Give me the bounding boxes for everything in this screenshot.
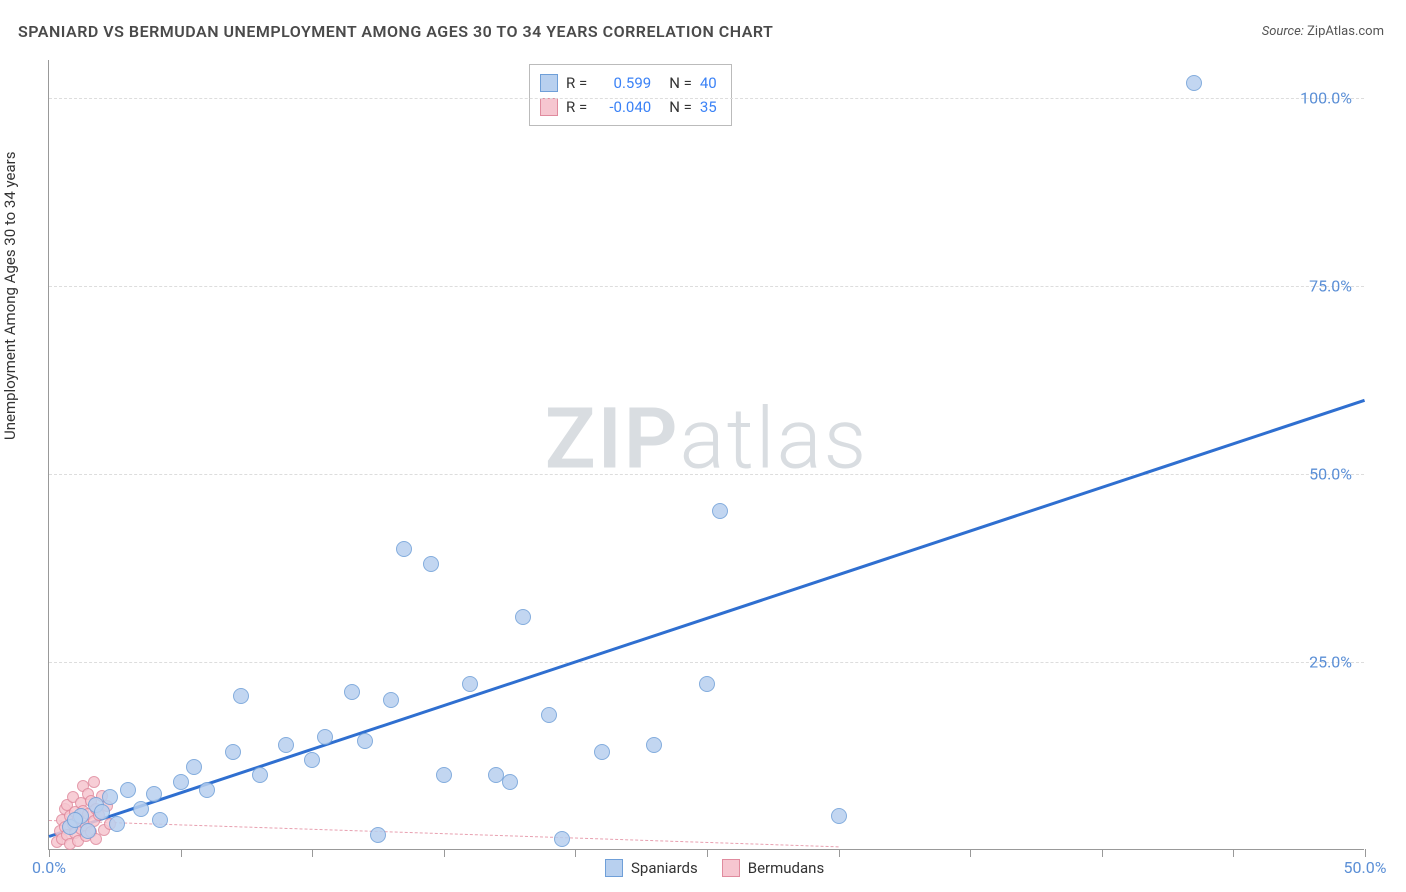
legend-label: Spaniards bbox=[631, 859, 698, 877]
data-point bbox=[120, 782, 136, 798]
y-tick-label: 75.0% bbox=[1309, 276, 1352, 295]
data-point bbox=[146, 786, 162, 802]
legend-swatch bbox=[540, 74, 558, 92]
gridline-h bbox=[49, 98, 1364, 99]
correlation-stats-box: R =0.599N =40R =-0.040N =35 bbox=[529, 64, 732, 126]
r-label: R = bbox=[566, 71, 587, 95]
data-point bbox=[357, 733, 373, 749]
gridline-h bbox=[49, 474, 1364, 475]
data-point bbox=[423, 556, 439, 572]
chart-title: SPANIARD VS BERMUDAN UNEMPLOYMENT AMONG … bbox=[18, 22, 773, 41]
data-point bbox=[94, 804, 110, 820]
source-attribution: Source: ZipAtlas.com bbox=[1262, 24, 1384, 39]
plot-area: ZIPatlas R =0.599N =40R =-0.040N =35 Spa… bbox=[48, 60, 1364, 850]
x-tick bbox=[970, 849, 971, 857]
data-point bbox=[233, 688, 249, 704]
source-label: Source: bbox=[1262, 24, 1304, 39]
data-point bbox=[252, 767, 268, 783]
x-tick bbox=[575, 849, 576, 857]
y-tick-label: 25.0% bbox=[1309, 652, 1352, 671]
data-point bbox=[712, 503, 728, 519]
y-axis-label: Unemployment Among Ages 30 to 34 years bbox=[1, 152, 19, 440]
x-tick bbox=[312, 849, 313, 857]
legend-item: Bermudans bbox=[722, 859, 824, 877]
data-point bbox=[831, 808, 847, 824]
data-point bbox=[152, 812, 168, 828]
data-point bbox=[370, 827, 386, 843]
source-value: ZipAtlas.com bbox=[1307, 24, 1384, 39]
y-tick-label: 100.0% bbox=[1300, 88, 1352, 107]
legend-item: Spaniards bbox=[605, 859, 698, 877]
legend-label: Bermudans bbox=[748, 859, 824, 877]
data-point bbox=[502, 774, 518, 790]
data-point bbox=[186, 759, 202, 775]
gridline-h bbox=[49, 662, 1364, 663]
data-point bbox=[462, 676, 478, 692]
legend: Spaniards Bermudans bbox=[605, 859, 824, 877]
stats-row: R = 0.599 N = 40 bbox=[540, 71, 717, 95]
x-tick bbox=[181, 849, 182, 857]
data-point bbox=[109, 816, 125, 832]
x-tick bbox=[1233, 849, 1234, 857]
r-value: 0.599 bbox=[595, 71, 651, 95]
x-tick bbox=[839, 849, 840, 857]
data-point bbox=[383, 692, 399, 708]
data-point bbox=[515, 609, 531, 625]
data-point bbox=[102, 789, 118, 805]
x-tick-label: 0.0% bbox=[32, 858, 66, 877]
data-point bbox=[436, 767, 452, 783]
data-point bbox=[80, 823, 96, 839]
x-tick bbox=[1102, 849, 1103, 857]
x-tick-label: 50.0% bbox=[1344, 858, 1387, 877]
legend-swatch bbox=[605, 859, 623, 877]
trend-line bbox=[49, 820, 839, 847]
data-point bbox=[88, 776, 100, 788]
trend-line bbox=[49, 399, 1366, 838]
data-point bbox=[173, 774, 189, 790]
data-point bbox=[133, 801, 149, 817]
data-point bbox=[278, 737, 294, 753]
y-tick-label: 50.0% bbox=[1309, 464, 1352, 483]
data-point bbox=[541, 707, 557, 723]
x-tick bbox=[1365, 849, 1366, 857]
data-point bbox=[344, 684, 360, 700]
data-point bbox=[304, 752, 320, 768]
data-point bbox=[225, 744, 241, 760]
x-tick bbox=[707, 849, 708, 857]
x-tick bbox=[49, 849, 50, 857]
data-point bbox=[699, 676, 715, 692]
n-value: 40 bbox=[700, 71, 717, 95]
data-point bbox=[317, 729, 333, 745]
legend-swatch bbox=[722, 859, 740, 877]
gridline-h bbox=[49, 286, 1364, 287]
x-tick bbox=[444, 849, 445, 857]
data-point bbox=[646, 737, 662, 753]
legend-swatch bbox=[540, 98, 558, 116]
data-point bbox=[594, 744, 610, 760]
data-point bbox=[199, 782, 215, 798]
data-point bbox=[1186, 75, 1202, 91]
data-point bbox=[396, 541, 412, 557]
data-point bbox=[67, 812, 83, 828]
data-point bbox=[554, 831, 570, 847]
n-label: N = bbox=[669, 71, 692, 95]
